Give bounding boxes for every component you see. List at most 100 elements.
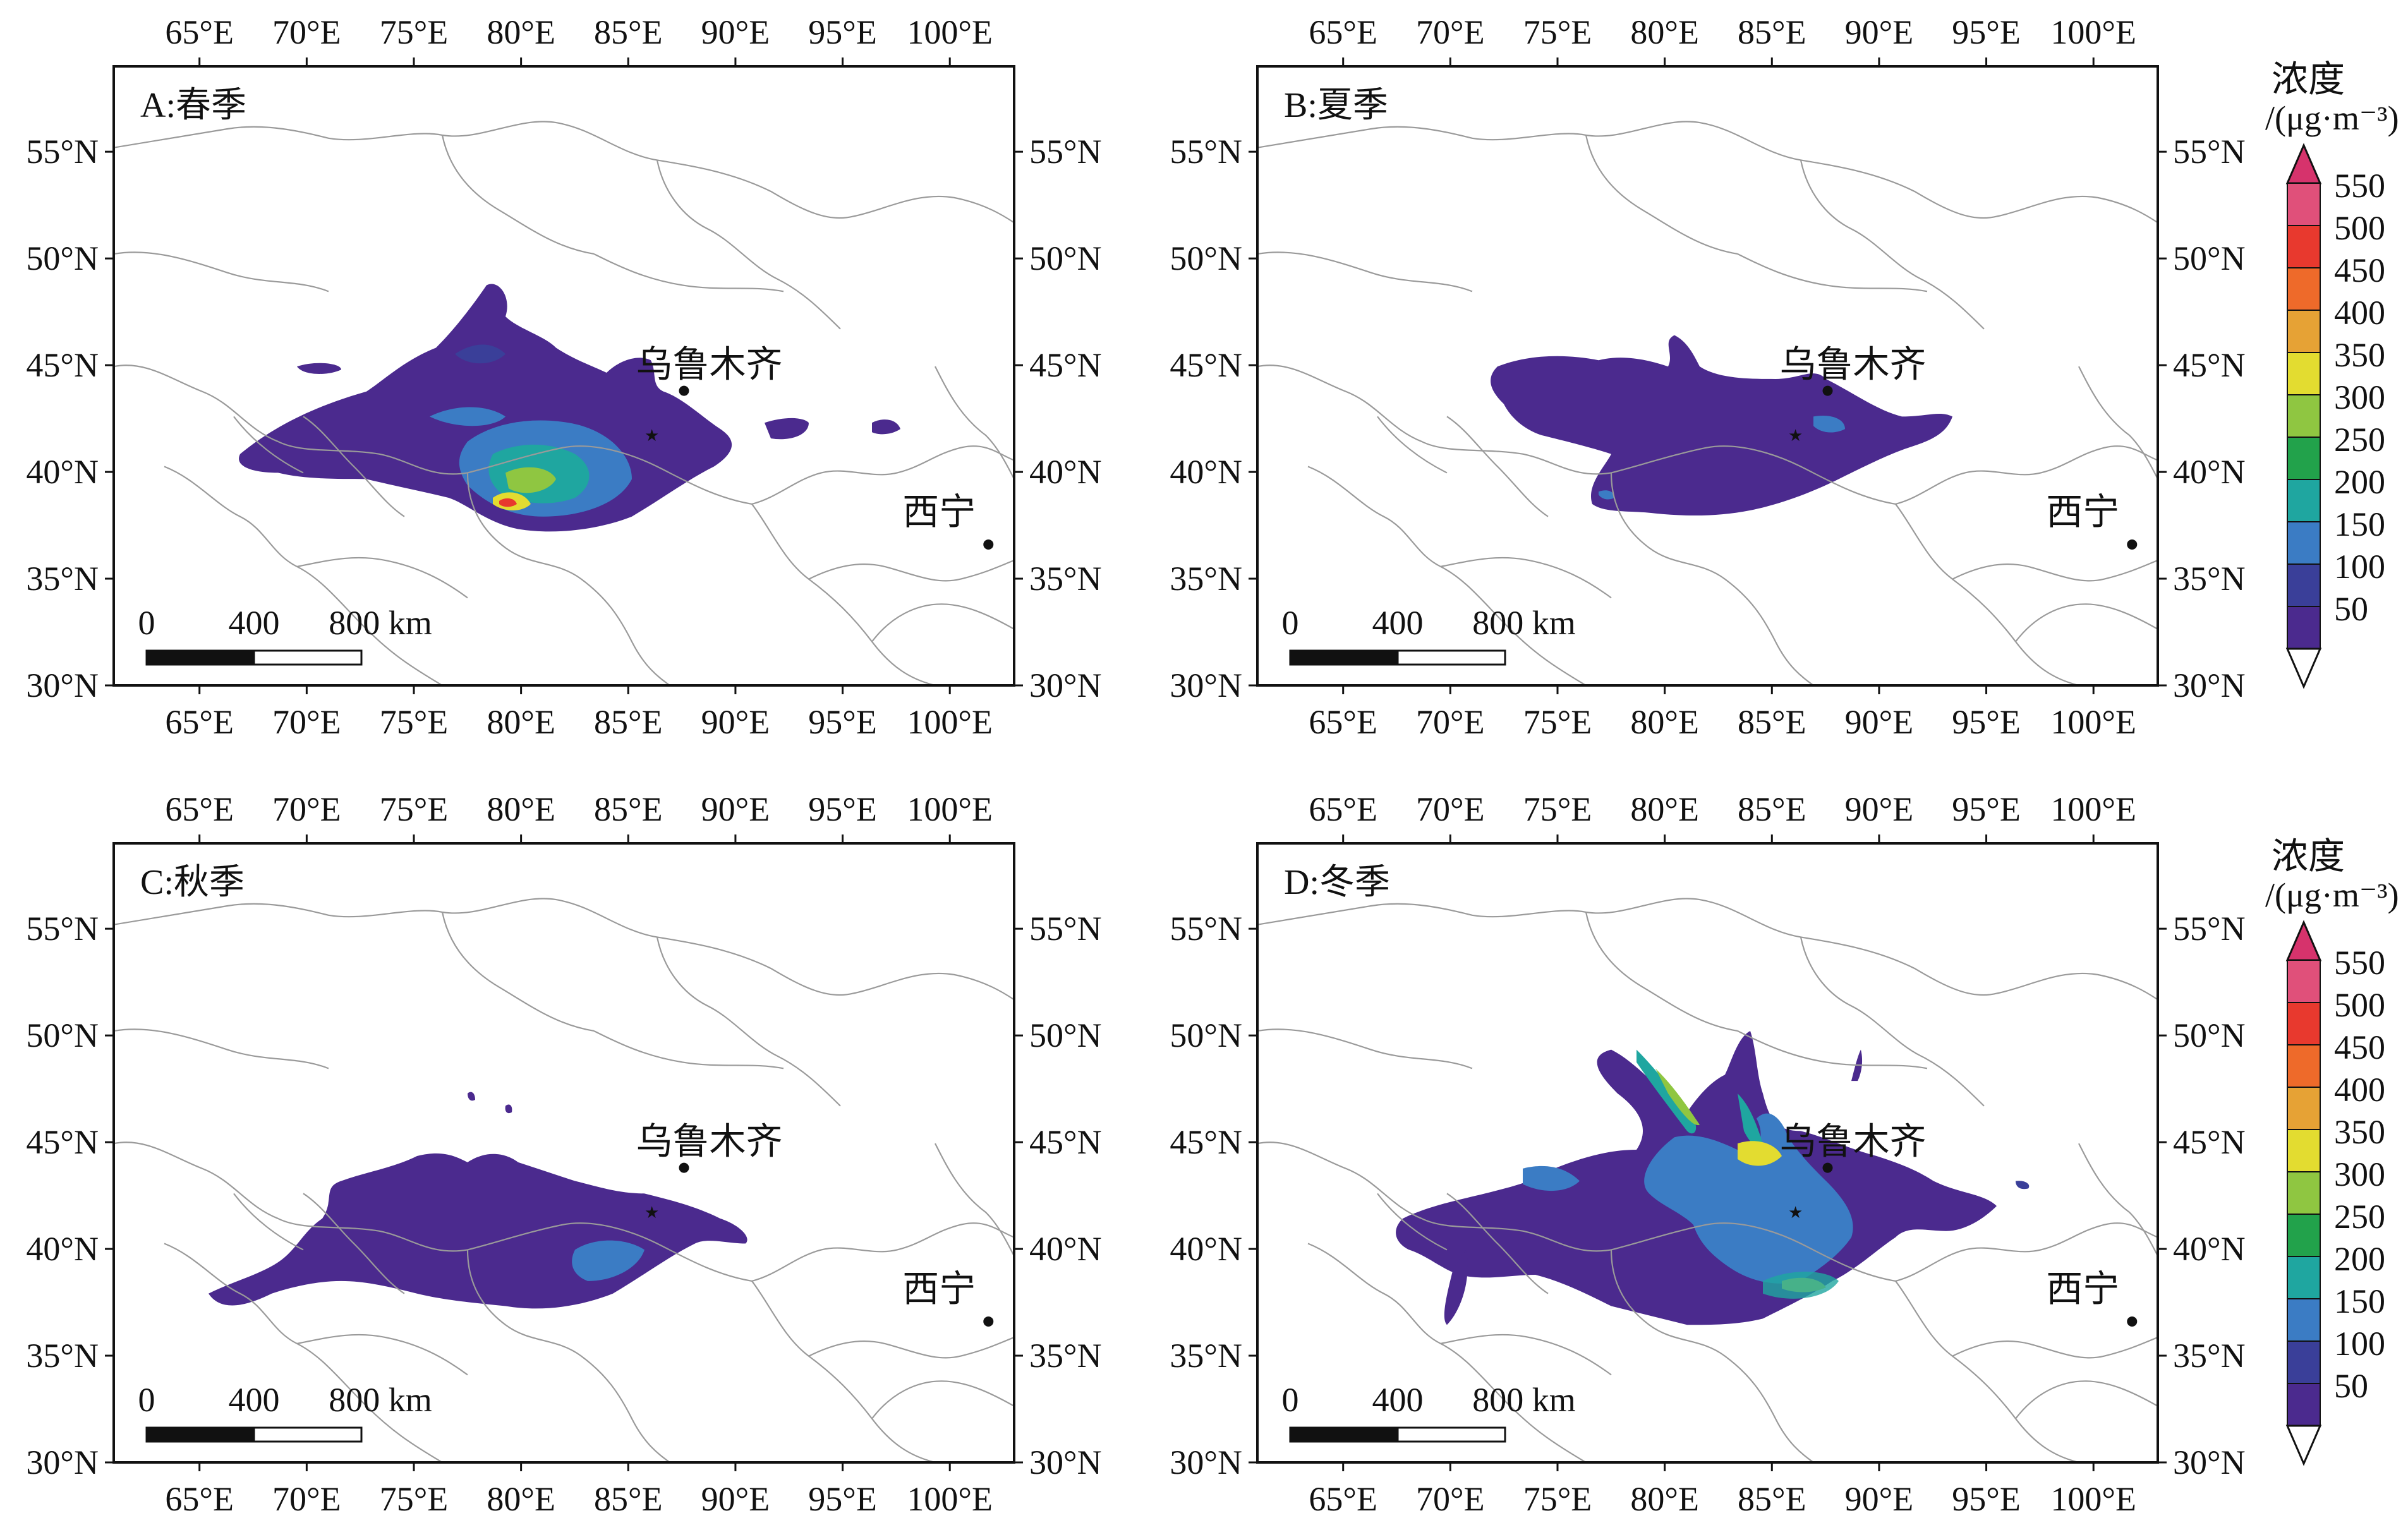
lat-tick-label-left: 45°N	[1170, 1123, 1242, 1161]
lon-tick-label-bottom: 100°E	[2050, 1480, 2136, 1518]
legend-unit: /(μg·m⁻³)	[2265, 99, 2399, 137]
panel-title: C:秋季	[140, 863, 245, 902]
panel-title: B:夏季	[1284, 86, 1388, 125]
legend-swatch	[2287, 1171, 2321, 1215]
lat-tick-label-right: 45°N	[1029, 1123, 1102, 1161]
lat-tick-label-right: 55°N	[1029, 133, 1102, 171]
lon-tick-label-bottom: 100°E	[907, 703, 993, 741]
lon-tick-label-bottom: 80°E	[1630, 703, 1699, 741]
lon-tick-label-bottom: 95°E	[808, 703, 877, 741]
legend-swatch	[2287, 267, 2321, 311]
lon-tick-label-bottom: 80°E	[1630, 1480, 1699, 1518]
lat-tick-label-left: 30°N	[26, 1443, 99, 1481]
lon-tick-label-bottom: 85°E	[594, 1480, 663, 1518]
city-label: 西宁	[2046, 1268, 2119, 1310]
city-label: 乌鲁木齐	[1779, 1121, 1926, 1162]
lon-tick-label-top: 90°E	[1845, 13, 1914, 51]
lat-tick-label-right: 40°N	[2173, 1230, 2246, 1268]
legend-level-label: 350	[2334, 1113, 2385, 1151]
scale-label-800: 800 km	[329, 604, 432, 642]
lon-tick-label-bottom: 65°E	[1309, 1480, 1377, 1518]
lon-tick-label-bottom: 65°E	[165, 703, 234, 741]
panel-title: A:春季	[140, 86, 246, 125]
lat-tick-label-left: 40°N	[26, 453, 99, 491]
lat-tick-label-left: 55°N	[1170, 910, 1242, 948]
legend-level-label: 450	[2334, 1028, 2385, 1066]
legend-swatch	[2287, 225, 2321, 268]
lat-tick-label-right: 55°N	[2173, 910, 2246, 948]
city-marker	[679, 385, 689, 396]
scale-label-400: 400	[1372, 1381, 1424, 1419]
lat-tick-label-left: 55°N	[26, 133, 99, 171]
scale-bar-white	[1396, 649, 1506, 666]
lon-tick-label-bottom: 95°E	[808, 1480, 877, 1518]
scale-label-800: 800 km	[1472, 604, 1576, 642]
source-star-marker: ★	[1788, 1203, 1803, 1222]
legend-title: 浓度	[2272, 59, 2345, 100]
city-marker	[679, 1162, 689, 1173]
legend-unit: /(μg·m⁻³)	[2265, 876, 2399, 914]
lon-tick-label-top: 90°E	[701, 13, 770, 51]
city-marker	[1822, 385, 1833, 396]
legend-top: 浓度/(μg·m⁻³) 550 500 450 400 350 300 250 200 150 10…	[2265, 59, 2399, 689]
lat-tick-label-right: 45°N	[1029, 346, 1102, 384]
lat-tick-label-left: 50°N	[26, 1016, 99, 1054]
legend-level-label: 300	[2334, 378, 2385, 416]
lon-tick-label-bottom: 75°E	[380, 703, 449, 741]
city-label: 西宁	[902, 1268, 976, 1310]
lon-tick-label-bottom: 90°E	[1845, 703, 1914, 741]
lon-tick-label-top: 80°E	[1630, 13, 1699, 51]
legend-swatch	[2287, 310, 2321, 353]
lon-tick-label-top: 80°E	[487, 790, 555, 828]
scale-bar-black	[1290, 651, 1398, 665]
scale-bar-white	[253, 1426, 363, 1443]
lon-tick-label-bottom: 70°E	[1416, 703, 1485, 741]
legend-level-label: 250	[2334, 421, 2385, 459]
lat-tick-label-right: 30°N	[2173, 1443, 2246, 1481]
lat-tick-label-left: 50°N	[1170, 239, 1242, 277]
legend-level-label: 200	[2334, 1240, 2385, 1278]
lon-tick-label-bottom: 95°E	[1952, 1480, 2021, 1518]
legend-level-label: 550	[2334, 944, 2385, 982]
lat-tick-label-left: 45°N	[1170, 346, 1242, 384]
lat-tick-label-left: 35°N	[1170, 1337, 1242, 1375]
city-label: 西宁	[902, 491, 976, 533]
scale-label-400: 400	[229, 604, 280, 642]
lat-tick-label-left: 55°N	[26, 910, 99, 948]
legend-level-label: 350	[2334, 336, 2385, 374]
legend-level-label: 300	[2334, 1155, 2385, 1193]
legend-level-label: 500	[2334, 209, 2385, 247]
lon-tick-label-bottom: 65°E	[165, 1480, 234, 1518]
legend-swatch	[2287, 1129, 2321, 1172]
scale-bar-black	[147, 1428, 254, 1442]
lat-tick-label-left: 30°N	[26, 666, 99, 704]
lon-tick-label-top: 75°E	[380, 13, 449, 51]
lat-tick-label-right: 30°N	[1029, 1443, 1102, 1481]
lon-tick-label-top: 65°E	[165, 13, 234, 51]
legend-title: 浓度	[2272, 836, 2345, 877]
lat-tick-label-left: 35°N	[26, 1337, 99, 1375]
lat-tick-label-right: 40°N	[1029, 453, 1102, 491]
city-marker	[2127, 1316, 2138, 1327]
city-marker	[1822, 1162, 1833, 1173]
map-frame	[112, 842, 1015, 1464]
lon-tick-label-top: 85°E	[594, 790, 663, 828]
source-star-marker: ★	[1788, 426, 1803, 445]
legend-swatch	[2287, 960, 2321, 1003]
legend-swatch	[2287, 437, 2321, 480]
map-frame	[112, 65, 1015, 687]
legend-swatch	[2287, 1002, 2321, 1045]
lon-tick-label-bottom: 65°E	[1309, 703, 1377, 741]
scale-label-400: 400	[229, 1381, 280, 1419]
lon-tick-label-top: 80°E	[1630, 790, 1699, 828]
legend-swatch	[2287, 1044, 2321, 1088]
lat-tick-label-right: 35°N	[1029, 560, 1102, 598]
legend-level-label: 50	[2334, 1367, 2368, 1405]
city-label: 乌鲁木齐	[636, 344, 782, 385]
lon-tick-label-top: 95°E	[1952, 790, 2021, 828]
lon-tick-label-top: 70°E	[272, 790, 341, 828]
lat-tick-label-right: 35°N	[1029, 1337, 1102, 1375]
lon-tick-label-bottom: 70°E	[1416, 1480, 1485, 1518]
lon-tick-label-top: 85°E	[1738, 13, 1806, 51]
source-star-marker: ★	[644, 426, 659, 445]
